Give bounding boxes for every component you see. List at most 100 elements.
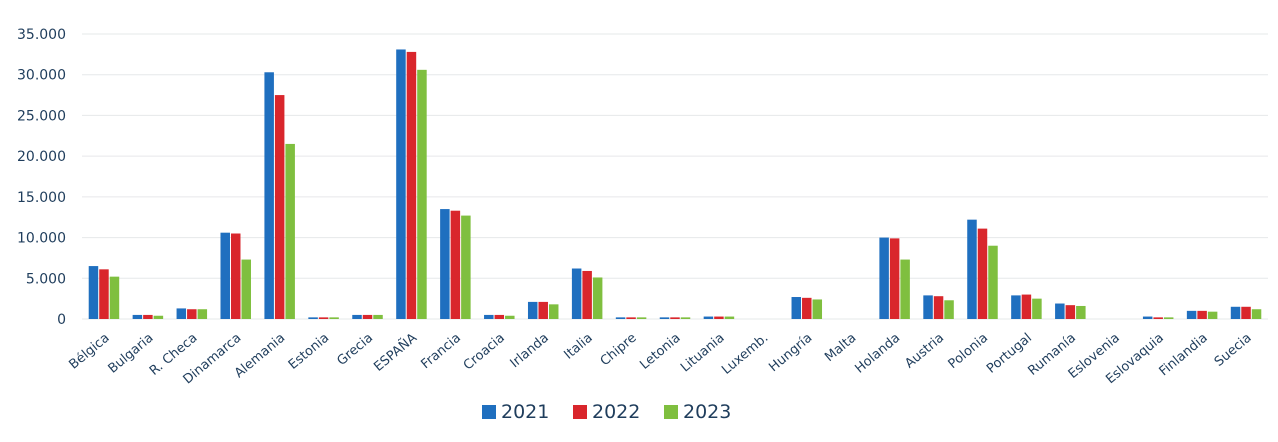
bar-2022 <box>494 314 505 319</box>
bar-2022 <box>187 309 197 319</box>
bar-2023 <box>505 315 515 319</box>
bar-2021 <box>440 209 450 319</box>
x-tick-label: Malta <box>822 331 859 366</box>
y-axis-ticks: 0 5.000 10.000 15.000 20.000 25.000 30.000 35.0… <box>17 27 66 328</box>
bar-2023 <box>197 309 208 319</box>
bar-2023 <box>1207 311 1218 319</box>
gridlines <box>82 33 1268 320</box>
bar-2022 <box>626 317 636 319</box>
bar-2021 <box>791 297 802 319</box>
bar-2022 <box>1021 294 1032 319</box>
bar-2021 <box>527 301 538 319</box>
legend: 2021 2022 2023 <box>482 401 731 423</box>
x-tick-label: Holanda <box>852 331 903 377</box>
bar-2021 <box>1011 295 1021 319</box>
bar-2022 <box>538 301 548 319</box>
bar-2021 <box>1142 316 1153 319</box>
bar-2023 <box>109 276 120 319</box>
legend-swatch <box>573 405 587 419</box>
x-tick-label: Suecia <box>1212 331 1255 370</box>
bar-2021 <box>264 72 274 320</box>
bar-2023 <box>592 277 603 319</box>
bar-2023 <box>548 304 559 319</box>
bar-2021 <box>879 237 889 319</box>
bar-2021 <box>1230 306 1241 319</box>
bar-2023 <box>329 317 339 319</box>
bar-2022 <box>143 314 153 319</box>
bar-2023 <box>900 259 910 319</box>
bar-2022 <box>318 317 329 319</box>
bar-2023 <box>417 69 427 319</box>
bar-2023 <box>1076 305 1086 319</box>
bar-2022 <box>1153 317 1163 319</box>
bar-2021 <box>571 268 582 319</box>
y-tick-label: 0 <box>57 312 66 328</box>
y-tick-label: 35.000 <box>17 27 66 43</box>
bar-2021 <box>352 314 362 319</box>
x-tick-label: Finlandia <box>1157 331 1211 380</box>
bar-2022 <box>714 316 724 319</box>
bar-2023 <box>988 245 998 319</box>
bar-2021 <box>396 49 406 319</box>
bar-2021 <box>703 316 714 319</box>
bar-2022 <box>582 270 592 319</box>
bar-2021 <box>615 317 626 319</box>
x-tick-label: ESPAÑA <box>371 330 420 375</box>
bar-2023 <box>461 215 471 319</box>
y-tick-label: 5.000 <box>26 271 66 287</box>
y-tick-label: 20.000 <box>17 149 66 165</box>
y-tick-label: 25.000 <box>17 108 66 124</box>
bar-2022 <box>977 228 988 319</box>
x-tick-label: Irlanda <box>508 331 552 372</box>
bar-2022 <box>1065 305 1076 319</box>
bar-2022 <box>274 95 285 319</box>
bar-2023 <box>724 316 735 319</box>
bar-2023 <box>285 143 295 319</box>
bar-2021 <box>484 314 494 319</box>
x-tick-label: Luxemb. <box>719 331 771 378</box>
x-tick-label: Grecia <box>334 331 376 369</box>
y-tick-label: 30.000 <box>17 68 66 84</box>
bar-2021 <box>88 266 99 319</box>
bar-2022 <box>802 297 812 319</box>
legend-label: 2023 <box>683 401 731 423</box>
bar-2022 <box>406 51 417 320</box>
x-tick-label: Estonia <box>286 331 332 373</box>
bar-2022 <box>1241 306 1251 319</box>
legend-swatch <box>482 405 496 419</box>
bar-2023 <box>373 314 383 319</box>
x-tick-label: Italia <box>561 331 595 363</box>
bars <box>88 49 1262 320</box>
bar-2022 <box>670 317 680 319</box>
legend-label: 2022 <box>592 401 640 423</box>
x-tick-label: Chipre <box>598 331 640 370</box>
bar-2022 <box>99 269 109 319</box>
bar-2023 <box>1251 309 1262 319</box>
bar-2023 <box>680 317 691 319</box>
bar-2023 <box>153 315 164 319</box>
legend-swatch <box>664 405 678 419</box>
bar-2021 <box>220 232 230 319</box>
legend-label: 2021 <box>501 401 549 423</box>
bar-2022 <box>889 238 900 319</box>
bar-2021 <box>132 314 143 319</box>
y-tick-label: 15.000 <box>17 190 66 206</box>
bar-2023 <box>1163 317 1174 319</box>
bar-2022 <box>1197 310 1207 319</box>
bar-2022 <box>230 233 241 319</box>
bar-2023 <box>1032 298 1042 319</box>
x-tick-label: Francia <box>418 331 464 373</box>
bar-2021 <box>176 308 187 319</box>
bar-2023 <box>241 259 251 319</box>
bar-2022 <box>933 296 944 319</box>
bar-2021 <box>1186 310 1197 319</box>
x-tick-label: Hungría <box>766 331 815 376</box>
x-tick-label: Austria <box>902 331 947 372</box>
bar-2023 <box>812 299 823 319</box>
bar-2022 <box>450 210 461 319</box>
y-tick-label: 10.000 <box>17 231 66 247</box>
bar-2023 <box>636 317 647 319</box>
bar-2021 <box>923 295 933 319</box>
